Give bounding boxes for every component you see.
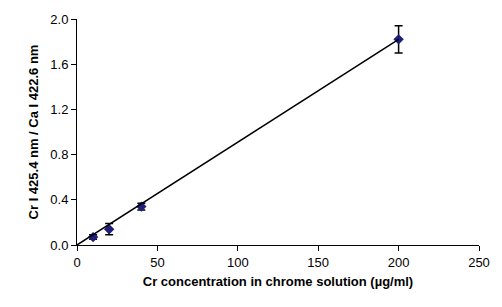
svg-text:250: 250 [468,255,490,270]
svg-text:Cr I 425.4 nm / Ca I 422.6 nm: Cr I 425.4 nm / Ca I 422.6 nm [26,45,41,220]
svg-text:1.2: 1.2 [50,102,68,117]
svg-text:200: 200 [388,255,410,270]
svg-text:0.0: 0.0 [50,238,68,253]
svg-text:Cr concentration in chrome sol: Cr concentration in chrome solution (µg/… [143,274,413,289]
svg-text:0.8: 0.8 [50,147,68,162]
svg-text:50: 50 [150,255,164,270]
svg-text:1.6: 1.6 [50,57,68,72]
svg-text:150: 150 [307,255,329,270]
svg-text:100: 100 [227,255,249,270]
svg-text:2.0: 2.0 [50,12,68,27]
svg-text:0: 0 [73,255,80,270]
svg-text:0.4: 0.4 [50,192,68,207]
